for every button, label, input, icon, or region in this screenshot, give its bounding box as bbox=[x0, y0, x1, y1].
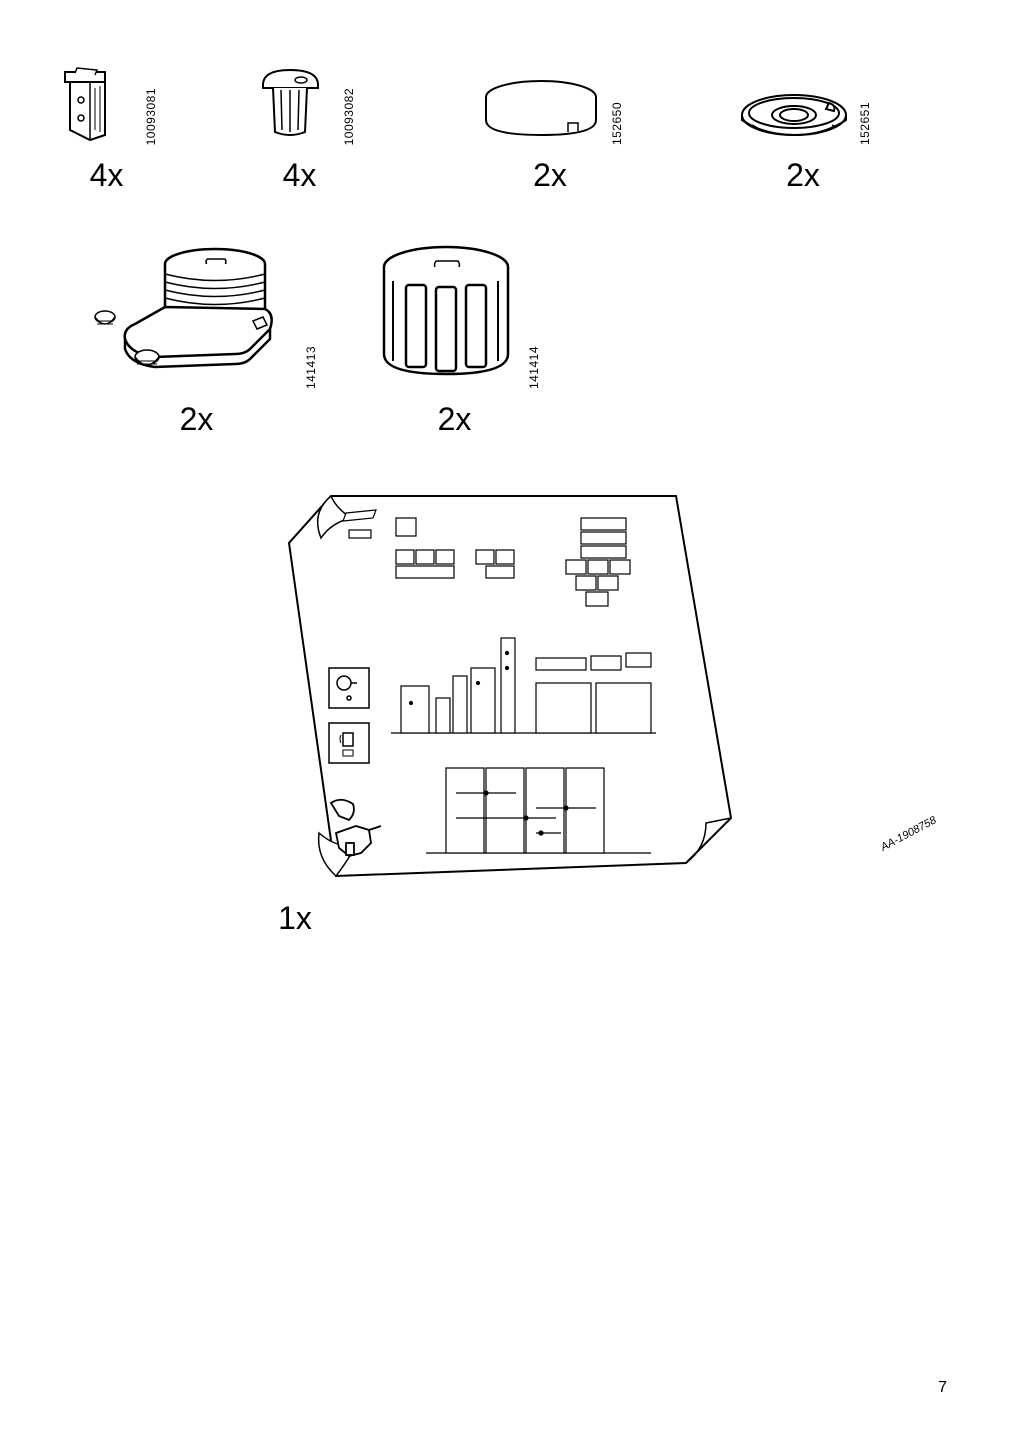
part-knob: 141414 2x bbox=[368, 239, 541, 438]
part-bracket: 10093081 4x bbox=[55, 60, 158, 194]
part-leveler: 141413 2x bbox=[75, 239, 318, 438]
page: 10093081 4x bbox=[0, 0, 1012, 1432]
bracket-icon bbox=[55, 60, 140, 145]
parts-row-1: 10093081 4x bbox=[55, 60, 957, 194]
instruction-sheet-icon: AA-1908758 bbox=[65, 488, 957, 888]
qty-label: 2x bbox=[438, 401, 472, 438]
doc-id-label: AA-1908758 bbox=[879, 814, 939, 853]
part-id-label: 141413 bbox=[304, 346, 318, 389]
part-cap: 152650 2x bbox=[476, 75, 624, 194]
qty-label: 4x bbox=[283, 157, 317, 194]
cap-icon bbox=[476, 75, 606, 145]
qty-label: 2x bbox=[180, 401, 214, 438]
leveler-icon bbox=[75, 239, 300, 389]
qty-label: 4x bbox=[90, 157, 124, 194]
parts-row-2: 141413 2x bbox=[55, 239, 957, 438]
instruction-sheet-block: AA-1908758 1x bbox=[65, 488, 957, 937]
part-id-label: 10093082 bbox=[342, 88, 356, 145]
part-id-label: 152650 bbox=[610, 102, 624, 145]
part-id-label: 152651 bbox=[858, 102, 872, 145]
part-base: 152651 2x bbox=[734, 85, 872, 194]
page-number: 7 bbox=[938, 1379, 947, 1397]
qty-label: 2x bbox=[786, 157, 820, 194]
knob-icon bbox=[368, 239, 523, 389]
qty-label: 1x bbox=[65, 900, 525, 937]
part-id-label: 141414 bbox=[527, 346, 541, 389]
plug-icon bbox=[243, 60, 338, 145]
base-icon bbox=[734, 85, 854, 145]
qty-label: 2x bbox=[533, 157, 567, 194]
part-plug: 10093082 4x bbox=[243, 60, 356, 194]
part-id-label: 10093081 bbox=[144, 88, 158, 145]
